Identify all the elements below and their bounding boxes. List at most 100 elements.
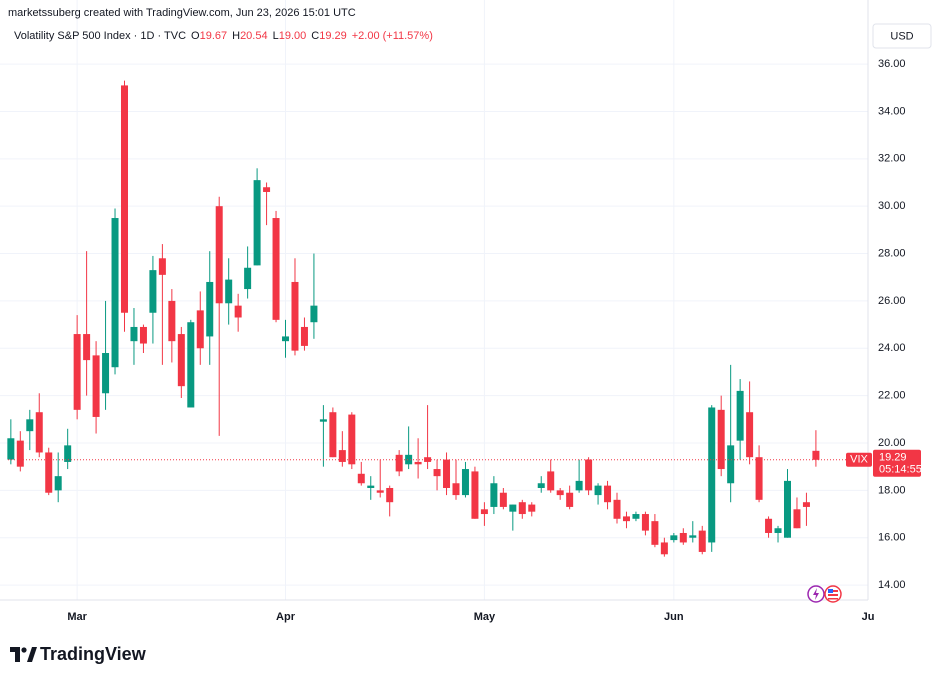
candle-body <box>73 334 81 410</box>
candle-body <box>499 492 507 507</box>
x-tick-label: Jun <box>664 611 684 623</box>
candle-body <box>253 180 261 266</box>
candle-body <box>698 530 706 552</box>
x-tick-label: May <box>474 611 496 623</box>
candle-body <box>225 279 233 304</box>
candle-body <box>433 469 441 477</box>
candle-body <box>443 459 451 488</box>
flag-canton <box>828 589 833 593</box>
candle-body <box>26 419 34 432</box>
candle-body <box>196 310 204 349</box>
currency-button[interactable] <box>872 23 932 49</box>
candle-body <box>319 419 327 422</box>
candle-body <box>604 485 612 503</box>
candle-body <box>755 457 763 500</box>
y-tick-label: 20.00 <box>878 437 906 449</box>
candle-body <box>717 409 725 470</box>
candle-body <box>793 509 801 529</box>
countdown-label: 05:14:55 <box>879 464 922 476</box>
candle-body <box>282 336 290 342</box>
y-tick-label: 32.00 <box>878 153 906 165</box>
candle-body <box>471 471 479 519</box>
legend-key: C <box>311 30 319 42</box>
x-tick-label: Mar <box>67 611 87 623</box>
symbol-tag <box>846 452 872 467</box>
legend-value: 20.54 <box>240 30 268 42</box>
candle-body <box>622 516 630 522</box>
y-tick-label: 26.00 <box>878 295 906 307</box>
legend-value: 19.00 <box>279 30 307 42</box>
candle-body <box>139 326 147 344</box>
legend-value: 19.67 <box>200 30 228 42</box>
candle-body <box>736 390 744 441</box>
candle-body <box>566 492 574 507</box>
y-tick-label: 16.00 <box>878 532 906 544</box>
candle-body <box>168 300 176 342</box>
y-tick-label: 24.00 <box>878 342 906 354</box>
candle-body <box>641 514 649 531</box>
candle-body <box>111 218 119 368</box>
candle-body <box>812 450 820 460</box>
candle-body <box>376 490 384 493</box>
candle-body <box>547 471 555 491</box>
candle-body <box>651 521 659 545</box>
symbol-title: Volatility S&P 500 Index · 1D · TVC <box>14 30 186 42</box>
x-tick-label: Apr <box>276 611 296 623</box>
candle-body <box>424 457 432 462</box>
candle-body <box>783 480 791 538</box>
candle-body <box>348 414 356 465</box>
candle-body <box>765 518 773 533</box>
symbol-tag-label: VIX <box>850 454 868 466</box>
candle-body <box>92 355 100 417</box>
y-tick-label: 14.00 <box>878 579 906 591</box>
candle-body <box>177 334 185 387</box>
candle-body <box>537 483 545 488</box>
candle-body <box>528 504 536 512</box>
candle-body <box>708 407 716 543</box>
candle-body <box>64 445 72 462</box>
legend-key: L <box>273 30 279 42</box>
price-tag <box>873 449 921 477</box>
candle-body <box>727 445 735 484</box>
candle-body <box>802 502 810 507</box>
legend-key: O <box>191 30 200 42</box>
currency: USD <box>890 30 913 42</box>
candle-body <box>367 485 375 488</box>
candle-body <box>130 326 138 342</box>
brand-logo <box>10 647 37 662</box>
candle-body <box>480 509 488 515</box>
candle-body <box>54 476 62 491</box>
legend-key: H <box>232 30 240 42</box>
candle-body <box>215 206 223 304</box>
candle-body <box>7 438 15 460</box>
candle-body <box>120 85 128 313</box>
candle-body <box>149 270 157 313</box>
logo-part <box>21 647 27 653</box>
candle-body <box>774 528 782 533</box>
y-tick-label: 30.00 <box>878 200 906 212</box>
candle-body <box>45 452 53 493</box>
candle-body <box>158 258 166 275</box>
candle-body <box>206 281 214 337</box>
candle-body <box>187 322 195 408</box>
candle-body <box>338 450 346 462</box>
legend-value: 19.29 <box>319 30 347 42</box>
x-tick-label: Ju <box>862 611 875 623</box>
candle-body <box>585 459 593 491</box>
candle-body <box>509 504 517 512</box>
credit: marketssuberg created with TradingView.c… <box>8 7 356 19</box>
candle-body <box>632 514 640 519</box>
legend-line: Volatility S&P 500 Index · 1D · TVC O19.6… <box>14 30 433 42</box>
y-tick-label: 22.00 <box>878 390 906 402</box>
candle-body <box>102 353 110 394</box>
event-icons <box>807 585 842 603</box>
candle-body <box>746 412 754 458</box>
flag-stripe <box>828 598 838 600</box>
candle-body <box>357 473 365 484</box>
candle-body <box>689 535 697 538</box>
price-tag-label: 19.29 <box>879 452 907 464</box>
candle-body <box>234 305 242 318</box>
price-change: +2.00 (+11.57%) <box>352 30 433 42</box>
candle-body <box>386 487 394 503</box>
